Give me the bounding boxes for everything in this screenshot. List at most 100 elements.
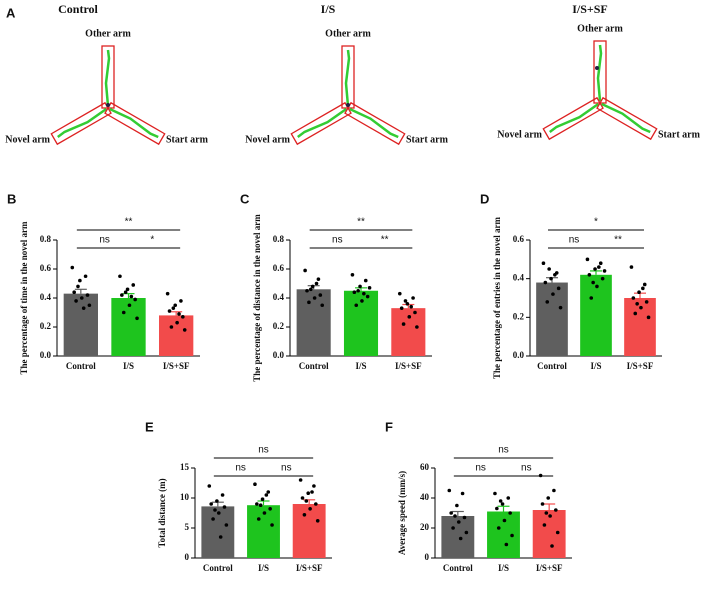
data-point	[312, 296, 317, 300]
data-point	[316, 277, 321, 281]
data-point	[633, 311, 638, 316]
data-point	[255, 502, 259, 506]
significance-label: **	[357, 217, 365, 228]
significance-label: **	[614, 235, 622, 246]
data-point	[460, 491, 465, 496]
maze-arm	[290, 101, 352, 146]
arm-label: Novel arm	[245, 134, 290, 145]
data-point	[207, 484, 212, 488]
data-point	[405, 302, 410, 306]
data-point	[307, 300, 311, 305]
data-point	[253, 482, 257, 487]
track	[57, 107, 107, 139]
y-tick-label: 0.0	[513, 350, 525, 360]
data-point	[597, 265, 601, 269]
data-point	[314, 502, 318, 506]
data-point	[315, 519, 320, 523]
mouse-position	[595, 66, 599, 70]
data-point	[409, 304, 413, 309]
data-point	[320, 303, 325, 308]
data-point	[268, 507, 272, 511]
data-point	[556, 286, 561, 291]
data-point	[639, 305, 643, 310]
data-point	[399, 306, 404, 310]
data-point	[264, 493, 269, 497]
data-point	[260, 497, 265, 502]
data-point	[591, 280, 595, 285]
data-point	[209, 502, 213, 506]
y-axis-label: Average speed (mm/s)	[397, 471, 407, 555]
track	[601, 102, 651, 134]
data-point	[407, 315, 412, 319]
x-tick-label: I/S	[258, 563, 269, 573]
data-point	[85, 293, 90, 297]
data-point	[360, 299, 364, 303]
panel-label: A	[6, 5, 16, 20]
maze-arm	[344, 101, 406, 146]
data-point	[306, 491, 311, 496]
data-point	[644, 300, 649, 304]
x-tick-label: I/S+SF	[296, 563, 323, 573]
data-point	[593, 267, 597, 271]
x-tick-label: Control	[299, 361, 329, 371]
y-tick-label: 0.8	[40, 234, 52, 244]
y-tick-label: 0.4	[40, 292, 52, 302]
arm-label: Novel arm	[5, 134, 50, 145]
data-point	[544, 511, 549, 515]
data-point	[641, 286, 645, 291]
x-tick-label: I/S	[123, 361, 134, 371]
x-tick-label: I/S+SF	[163, 361, 190, 371]
data-point	[540, 502, 545, 506]
data-point	[555, 530, 560, 535]
data-point	[447, 488, 452, 493]
data-point	[598, 261, 603, 266]
significance-label: ns	[569, 235, 580, 246]
bar	[201, 506, 235, 558]
x-tick-label: I/S	[498, 563, 509, 573]
significance-label: ns	[332, 235, 343, 246]
data-point	[637, 290, 641, 295]
data-point	[270, 523, 274, 527]
data-point	[79, 296, 84, 300]
data-point	[127, 303, 132, 308]
significance-label: ns	[99, 235, 110, 246]
data-point	[262, 511, 267, 515]
data-point	[181, 315, 185, 319]
significance-label: ns	[235, 463, 246, 474]
x-tick-label: I/S	[590, 361, 601, 371]
data-point	[175, 320, 179, 325]
y-tick-label: 0.2	[40, 321, 52, 331]
y-axis-label: The percentage of distance in the novel …	[252, 214, 262, 382]
y-maze	[50, 45, 166, 146]
y-axis-label: The percentage of entries in the novel a…	[492, 216, 502, 379]
maze-arm	[101, 45, 115, 109]
y-tick-label: 0.2	[273, 321, 285, 331]
arm-label: Start arm	[658, 129, 701, 140]
data-point	[504, 542, 509, 547]
maze-arm	[104, 101, 166, 146]
data-point	[87, 303, 92, 308]
data-point	[211, 517, 215, 521]
data-point	[589, 296, 594, 300]
arm-outline	[596, 96, 658, 141]
y-tick-label: 40	[420, 492, 430, 502]
data-point	[547, 267, 551, 271]
maze-title: Control	[58, 2, 98, 16]
data-point	[631, 296, 636, 300]
maze-title: I/S	[321, 2, 336, 16]
data-point	[464, 530, 469, 535]
data-point	[551, 292, 555, 296]
data-point	[496, 526, 501, 530]
arm-label: Start arm	[166, 134, 209, 145]
track	[104, 49, 111, 107]
y-tick-label: 20	[420, 522, 430, 532]
data-point	[456, 520, 461, 524]
track	[297, 107, 347, 139]
data-point	[356, 288, 360, 293]
data-point	[258, 503, 263, 508]
y-tick-label: 0.6	[40, 263, 52, 273]
data-point	[173, 303, 178, 308]
data-point	[302, 513, 307, 517]
panel-label: D	[480, 191, 489, 206]
